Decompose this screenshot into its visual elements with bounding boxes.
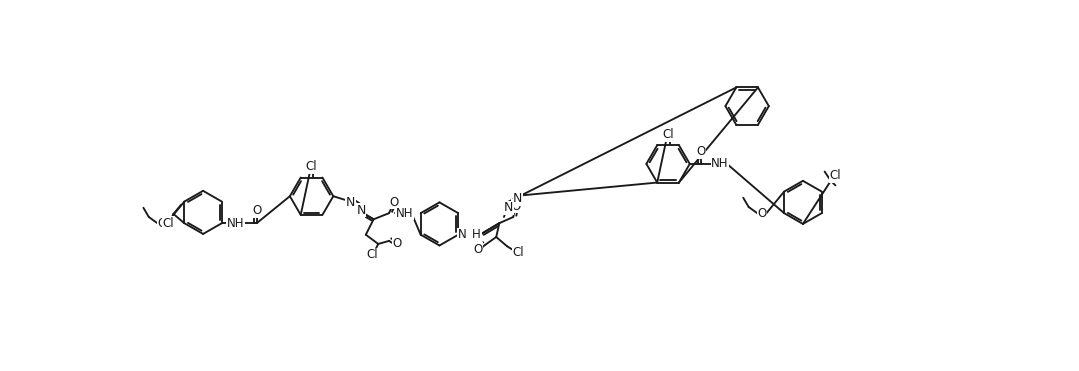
Text: O: O (158, 217, 166, 230)
Text: N: N (514, 192, 522, 205)
Text: O: O (511, 200, 521, 213)
Text: O: O (696, 145, 706, 158)
Text: N: N (356, 204, 366, 217)
Text: Cl: Cl (366, 248, 378, 261)
Text: O: O (252, 204, 261, 217)
Text: Cl: Cl (513, 246, 523, 259)
Text: Cl: Cl (162, 217, 174, 230)
Text: Cl: Cl (663, 128, 674, 141)
Text: O: O (473, 243, 482, 256)
Text: H: H (473, 228, 481, 241)
Text: N: N (457, 228, 467, 241)
Text: Cl: Cl (305, 160, 317, 173)
Text: Cl: Cl (830, 169, 842, 182)
Text: NH: NH (711, 157, 728, 170)
Text: O: O (392, 237, 401, 250)
Text: NH: NH (396, 207, 413, 220)
Text: N: N (345, 196, 355, 209)
Text: O: O (757, 207, 766, 220)
Text: O: O (390, 196, 398, 209)
Text: N: N (504, 201, 514, 214)
Text: NH: NH (227, 217, 245, 230)
